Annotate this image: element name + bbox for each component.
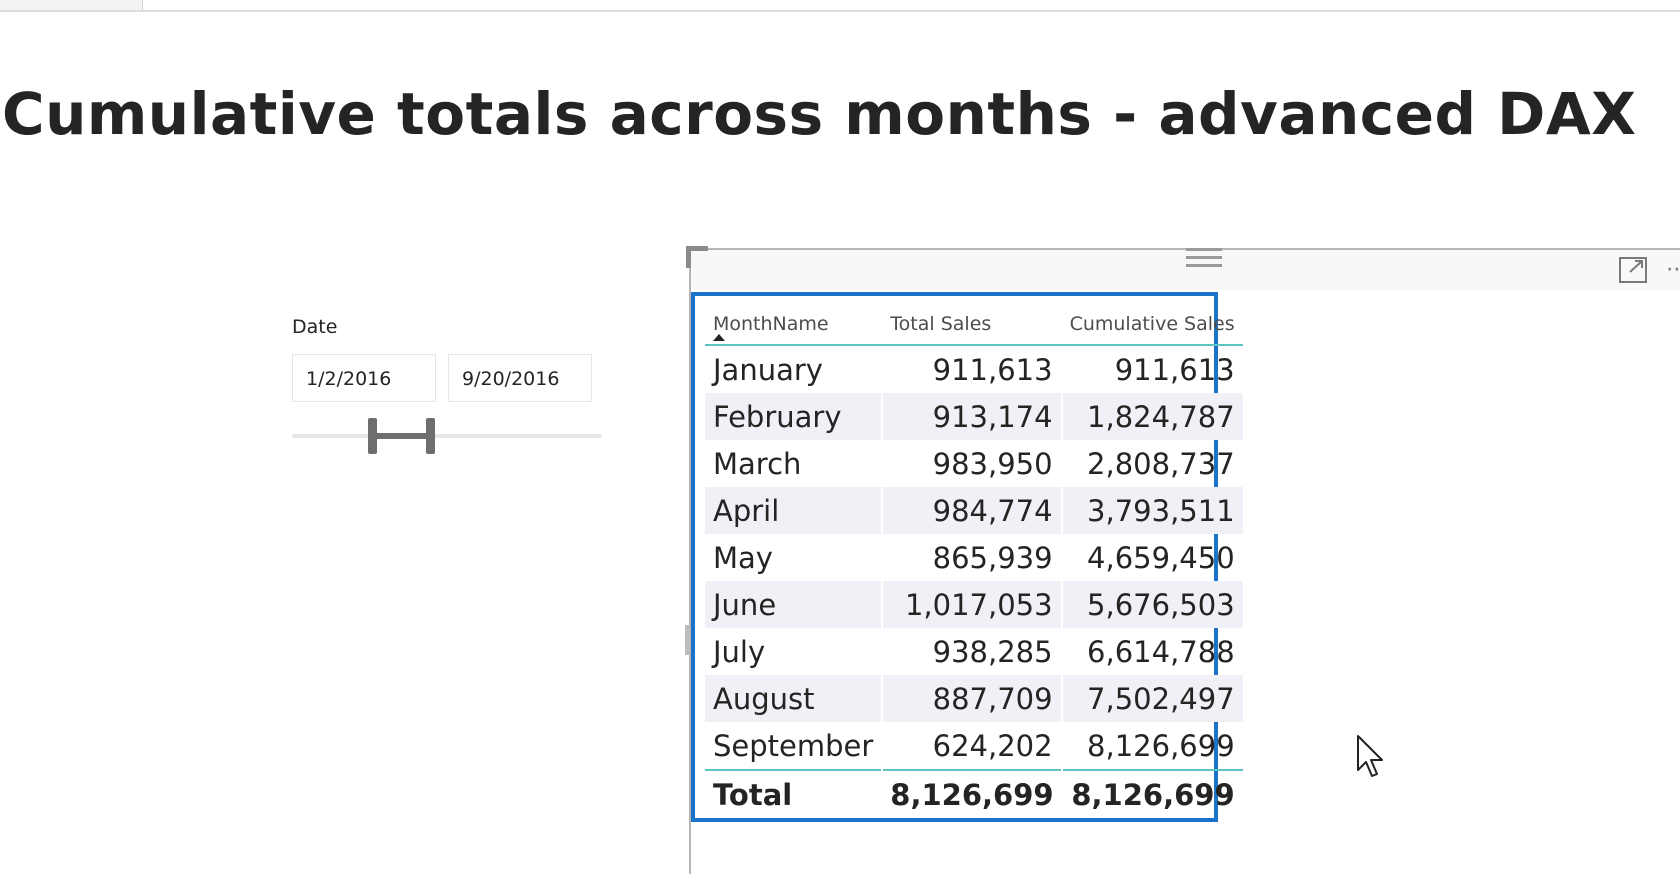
total-sales-cell: 624,202 xyxy=(881,722,1063,770)
visual-header xyxy=(691,250,1680,290)
resize-corner-handle[interactable] xyxy=(686,246,708,268)
month-cell: September xyxy=(713,728,874,763)
month-cell: May xyxy=(713,540,773,575)
month-cell: July xyxy=(713,634,766,669)
sort-ascending-icon xyxy=(713,334,725,341)
table-row[interactable]: June 1,017,053 5,676,503 xyxy=(705,581,1243,628)
date-slicer: Date 1/2/2016 9/20/2016 xyxy=(292,316,612,456)
table-row[interactable]: July 938,285 6,614,788 xyxy=(705,628,1243,675)
total-sales-cell: 865,939 xyxy=(881,534,1063,581)
cumulative-sales-cell: 8,126,699 xyxy=(1087,728,1235,763)
slider-start-handle[interactable] xyxy=(368,418,377,454)
total-sales-cell: 984,774 xyxy=(881,487,1063,534)
resize-left-handle[interactable] xyxy=(685,625,690,655)
total-sales-cell: 887,709 xyxy=(881,675,1063,722)
column-header-monthname[interactable]: MonthName xyxy=(705,304,883,346)
column-header-cumulative-sales[interactable]: Cumulative Sales xyxy=(1061,304,1243,346)
total-label: Total xyxy=(705,769,883,819)
table-row[interactable]: January 911,613 911,613 xyxy=(705,345,1243,393)
column-header-label: Cumulative Sales xyxy=(1069,313,1235,335)
month-cell: February xyxy=(705,393,883,440)
table-row[interactable]: May 865,939 4,659,450 xyxy=(705,534,1243,581)
total-sales-total: 8,126,699 xyxy=(882,769,1062,819)
slicer-label: Date xyxy=(292,316,338,338)
cumulative-sales-cell: 7,502,497 xyxy=(1061,675,1243,722)
cumulative-sales-cell: 911,613 xyxy=(1114,352,1235,387)
column-header-label: Total Sales xyxy=(890,313,992,335)
top-bar xyxy=(0,0,1680,12)
total-sales-cell: 1,017,053 xyxy=(881,581,1063,628)
date-slider-track[interactable] xyxy=(292,434,602,438)
month-cell: January xyxy=(713,352,823,387)
total-sales-cell: 938,285 xyxy=(881,628,1063,675)
table-header-row: MonthName Total Sales Cumulative Sales xyxy=(705,304,1243,346)
total-sales-cell: 911,613 xyxy=(881,345,1063,393)
cumulative-sales-cell: 3,793,511 xyxy=(1061,487,1243,534)
cumulative-sales-cell: 2,808,737 xyxy=(1087,446,1235,481)
date-slider-range xyxy=(372,433,430,439)
slider-end-handle[interactable] xyxy=(426,418,435,454)
table-row[interactable]: March 983,950 2,808,737 xyxy=(705,440,1243,487)
top-bar-tab[interactable] xyxy=(0,0,143,10)
drag-grip-icon[interactable] xyxy=(1186,248,1222,272)
table-row[interactable]: April 984,774 3,793,511 xyxy=(705,487,1243,534)
cumulative-sales-cell: 5,676,503 xyxy=(1061,581,1243,628)
column-header-total-sales[interactable]: Total Sales xyxy=(882,304,1062,346)
month-cell: April xyxy=(705,487,883,534)
end-date-input[interactable]: 9/20/2016 xyxy=(448,354,592,402)
table-visual[interactable]: MonthName Total Sales Cumulative Sales J… xyxy=(691,292,1243,822)
start-date-input[interactable]: 1/2/2016 xyxy=(292,354,436,402)
cumulative-sales-cell: 1,824,787 xyxy=(1061,393,1243,440)
table-row[interactable]: August 887,709 7,502,497 xyxy=(705,675,1243,722)
total-sales-cell: 913,174 xyxy=(881,393,1063,440)
visual-container xyxy=(689,248,1680,874)
table-row[interactable]: February 913,174 1,824,787 xyxy=(705,393,1243,440)
focus-mode-icon[interactable] xyxy=(1618,256,1648,284)
month-cell: March xyxy=(713,446,802,481)
cumulative-sales-cell: 4,659,450 xyxy=(1087,540,1235,575)
mouse-cursor-icon xyxy=(1356,734,1386,780)
month-cell: June xyxy=(705,581,883,628)
sales-table: MonthName Total Sales Cumulative Sales J… xyxy=(705,304,1243,819)
page-title: Cumulative totals across months - advanc… xyxy=(2,80,1637,148)
more-options-icon[interactable]: ⋯ xyxy=(1666,257,1680,282)
total-sales-cell: 983,950 xyxy=(881,440,1063,487)
cumulative-sales-total: 8,126,699 xyxy=(1061,769,1243,819)
table-row[interactable]: September 624,202 8,126,699 xyxy=(705,722,1243,770)
total-row: Total 8,126,699 8,126,699 xyxy=(705,769,1243,819)
column-header-label: MonthName xyxy=(713,313,829,335)
cumulative-sales-cell: 6,614,788 xyxy=(1087,634,1235,669)
month-cell: August xyxy=(705,675,883,722)
